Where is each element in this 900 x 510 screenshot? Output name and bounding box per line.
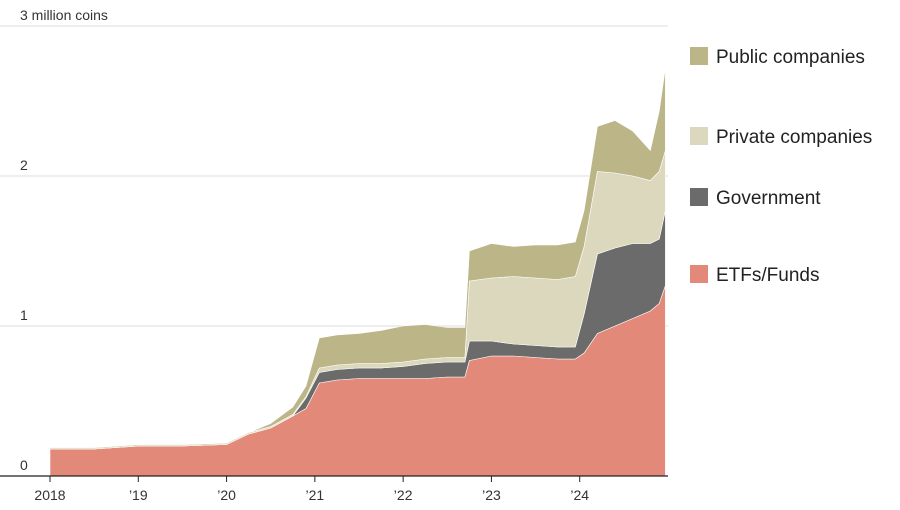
xtick-label-2023: ’23	[482, 487, 501, 503]
xtick-label-2019: ’19	[129, 487, 148, 503]
legend-swatch-public-companies	[690, 47, 708, 65]
legend-swatch-private-companies	[690, 127, 708, 145]
ytick-label-1: 1	[20, 307, 28, 323]
legend: Public companies Private companies Governm…	[690, 47, 872, 286]
xtick-label-2020: ’20	[217, 487, 236, 503]
legend-swatch-government	[690, 188, 708, 206]
legend-label-government: Government	[716, 188, 821, 209]
xtick-label-2022: ’22	[394, 487, 413, 503]
axes: 0 1 2 3 million coins 2018 ’19 ’20 ’21 ’22 ’23 ’24	[0, 7, 668, 503]
ytick-label-3: 3 million coins	[20, 7, 108, 23]
xtick-label-2024: ’24	[570, 487, 589, 503]
legend-label-etfs-funds: ETFs/Funds	[716, 265, 819, 286]
xtick-label-2018: 2018	[34, 487, 65, 503]
stacked-areas	[49, 67, 666, 477]
legend-label-private-companies: Private companies	[716, 127, 872, 148]
xtick-label-2021: ’21	[306, 487, 325, 503]
ytick-label-0: 0	[20, 457, 28, 473]
legend-swatch-etfs-funds	[690, 265, 708, 283]
legend-label-public-companies: Public companies	[716, 47, 865, 68]
ytick-label-2: 2	[20, 157, 28, 173]
area-public-companies	[50, 67, 666, 448]
